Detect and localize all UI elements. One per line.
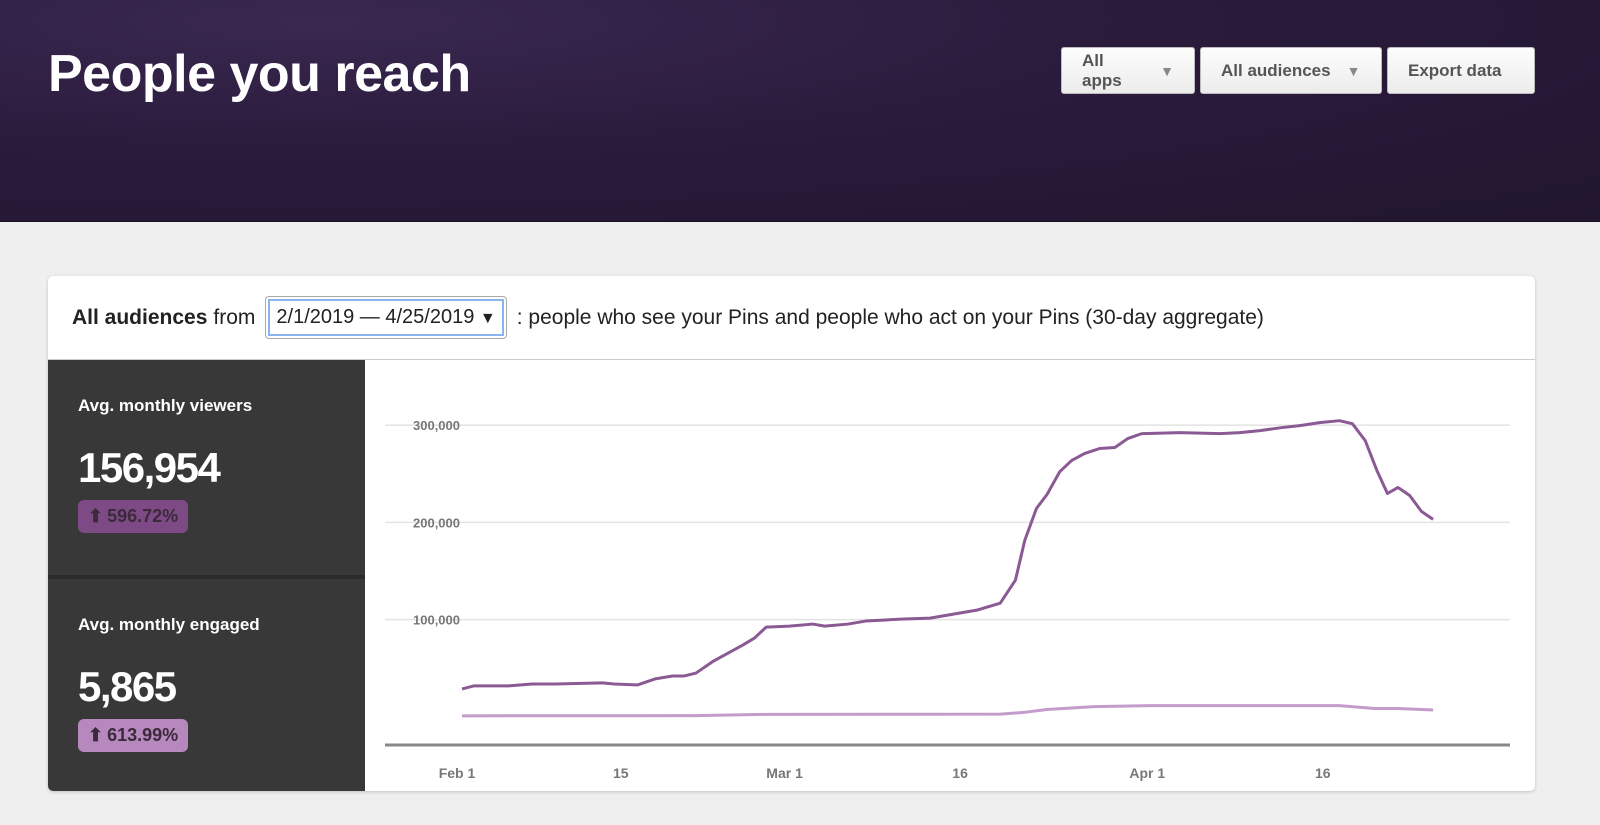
page-header: People you reach All apps ▼ All audiences… (0, 0, 1600, 222)
x-tick-label: Feb 1 (439, 765, 476, 781)
x-tick-label: 16 (1315, 765, 1331, 781)
x-tick-label: Apr 1 (1129, 765, 1165, 781)
change-badge: ⬆ 613.99% (78, 719, 189, 752)
audience-label: All audiences (72, 305, 208, 329)
y-tick-label: 100,000 (413, 613, 460, 628)
x-tick-label: Mar 1 (766, 765, 803, 781)
change-badge: ⬆ 596.72% (78, 500, 189, 533)
date-range-value: 2/1/2019 — 4/25/2019 (276, 306, 475, 328)
audiences-dropdown-label: All audiences (1221, 60, 1331, 80)
x-tick-label: 16 (952, 765, 968, 781)
from-label: from (213, 305, 256, 329)
stat-value: 156,954 (78, 444, 221, 491)
x-tick-label: 15 (613, 765, 629, 781)
y-tick-label: 300,000 (413, 418, 460, 433)
caret-down-icon: ▼ (1346, 62, 1361, 79)
page-title: People you reach (48, 45, 471, 103)
filter-description: : people who see your Pins and people wh… (516, 305, 1264, 329)
stats-panel: Avg. monthly viewers 156,954 ⬆ 596.72% Av… (48, 360, 365, 791)
change-value: 613.99% (107, 725, 179, 745)
stat-label: Avg. monthly viewers (78, 396, 253, 415)
arrow-up-icon: ⬆ (88, 506, 104, 526)
date-range-select[interactable]: 2/1/2019 — 4/25/2019 ▼ (265, 296, 507, 339)
reach-card: All audiences from 2/1/2019 — 4/25/2019 … (48, 276, 1535, 791)
export-data-button[interactable]: Export data (1387, 47, 1535, 94)
caret-down-icon: ▼ (479, 310, 496, 327)
stat-engaged[interactable]: Avg. monthly engaged 5,865 ⬆ 613.99% (48, 575, 365, 790)
caret-down-icon: ▼ (1160, 62, 1174, 79)
apps-dropdown[interactable]: All apps ▼ (1061, 47, 1195, 94)
stat-value: 5,865 (78, 663, 177, 710)
series-line-viewers (461, 419, 1434, 691)
filter-bar: All audiences from 2/1/2019 — 4/25/2019 … (48, 276, 1535, 360)
stat-viewers[interactable]: Avg. monthly viewers 156,954 ⬆ 596.72% (48, 360, 365, 575)
series-line-engaged (461, 704, 1434, 718)
stat-label: Avg. monthly engaged (78, 615, 260, 634)
change-value: 596.72% (107, 506, 179, 526)
reach-line-chart: 100,000 200,000 300,000 Feb 1 15 Mar 1 16 Apr 1… (385, 418, 1510, 781)
apps-dropdown-label: All apps (1082, 50, 1122, 90)
y-tick-label: 200,000 (413, 515, 460, 530)
audiences-dropdown[interactable]: All audiences ▼ (1200, 47, 1382, 94)
arrow-up-icon: ⬆ (88, 725, 104, 745)
